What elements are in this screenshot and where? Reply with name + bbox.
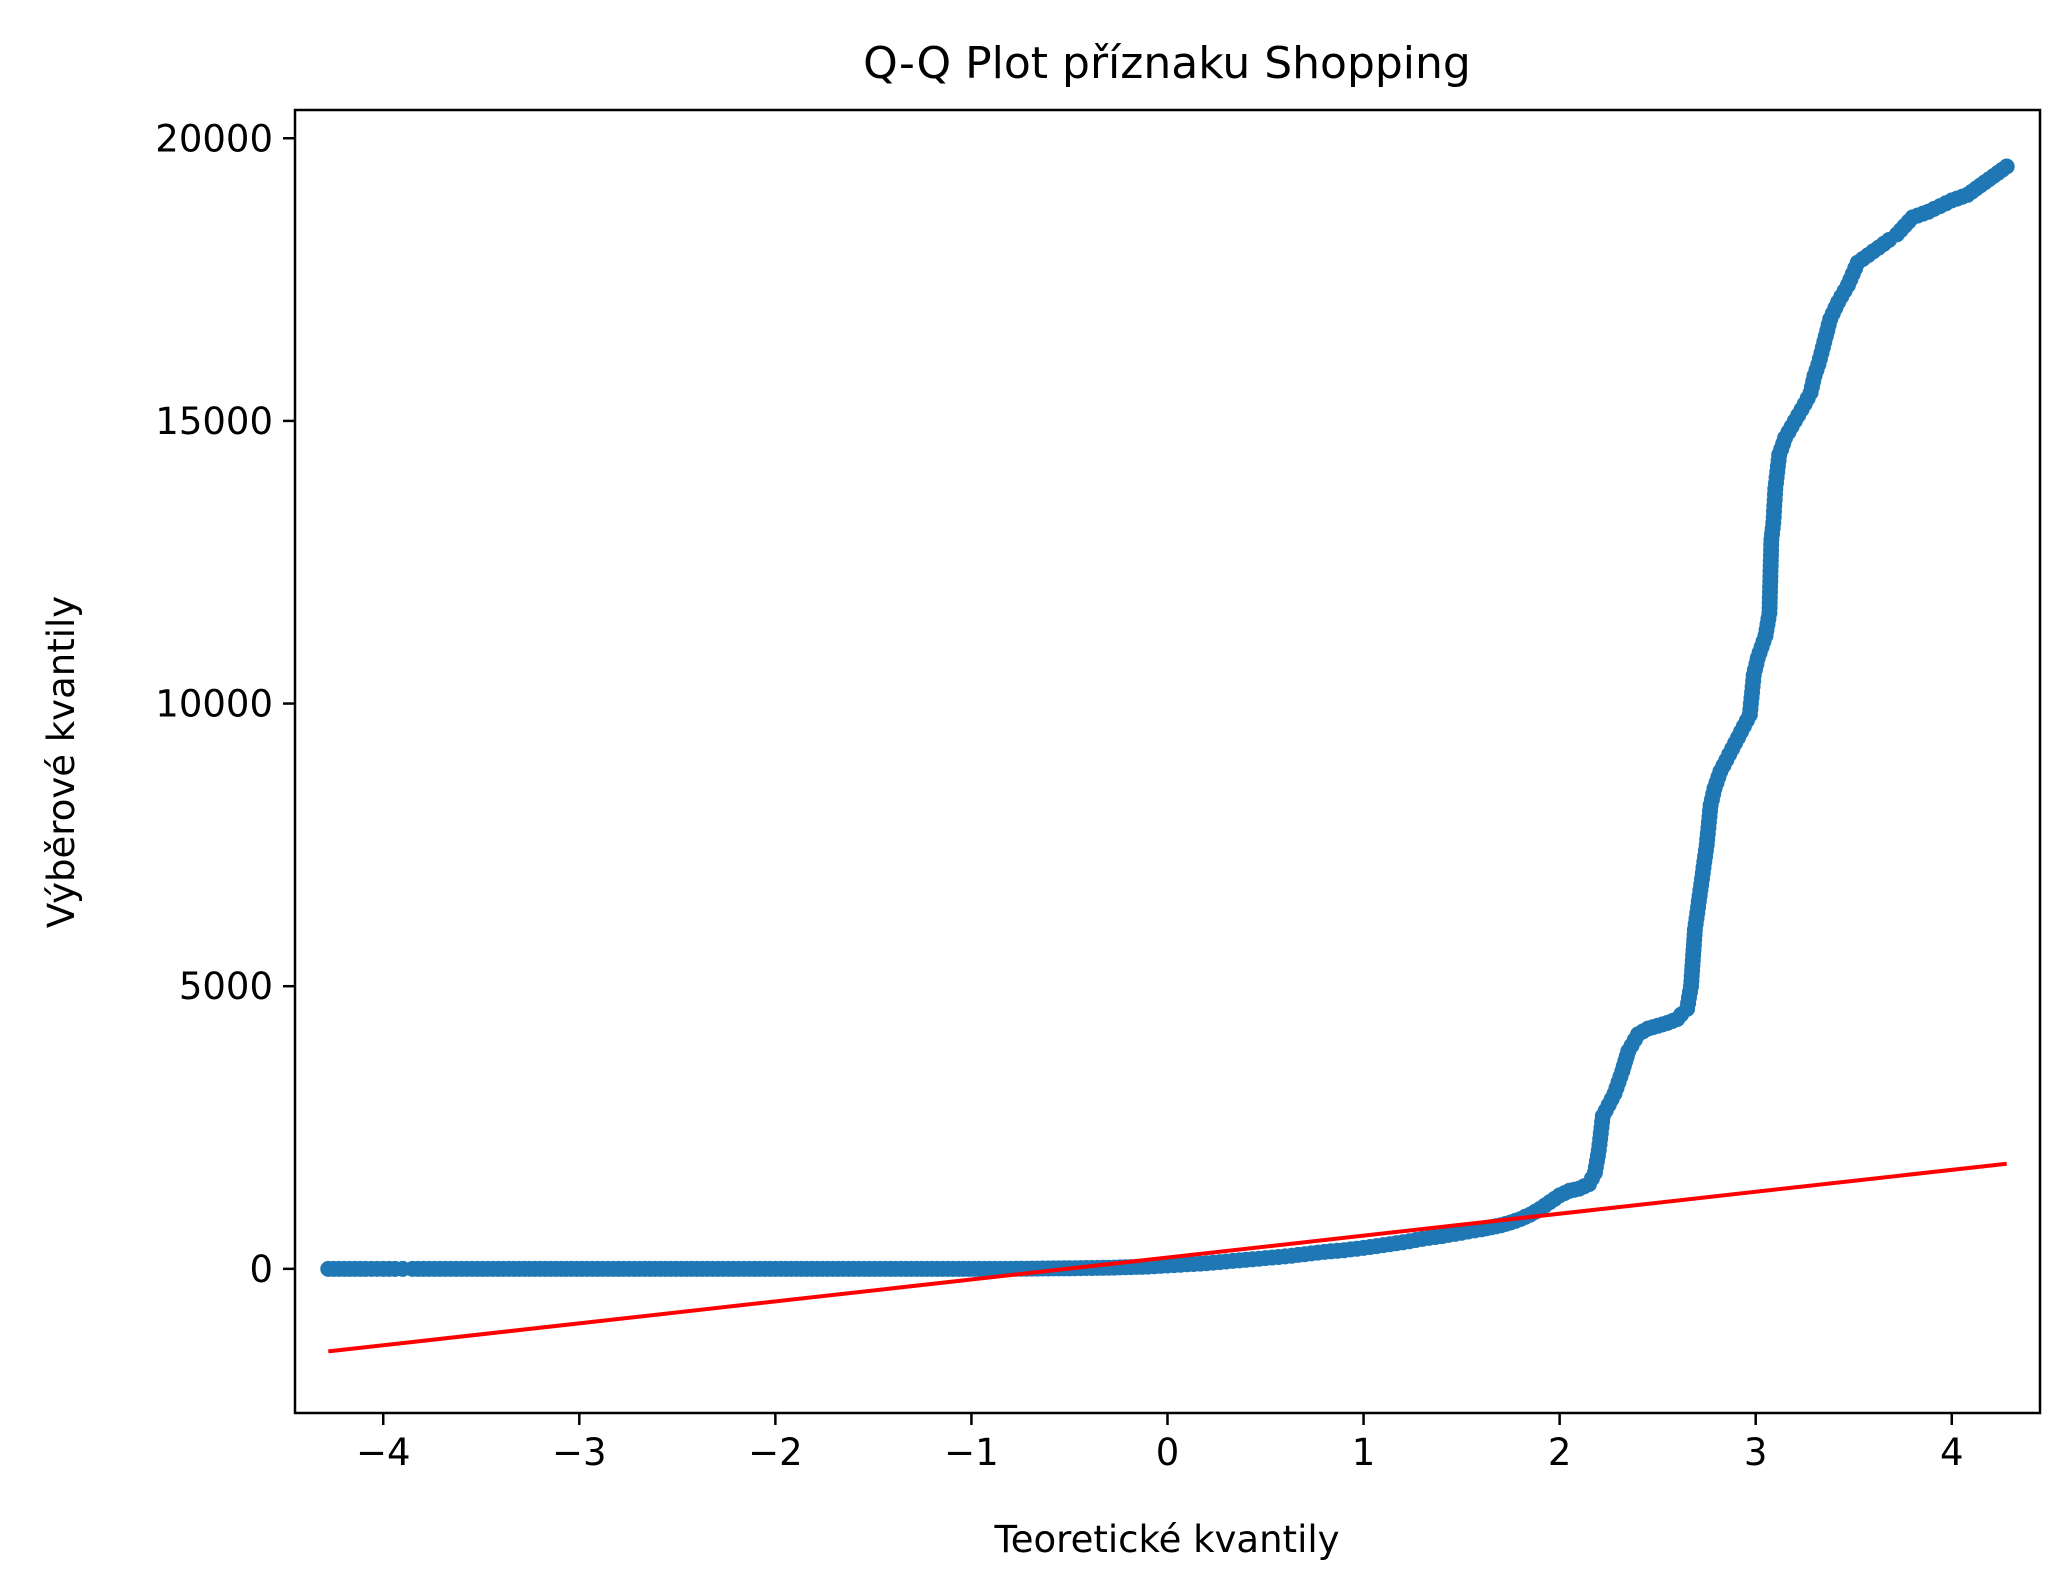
y-axis: 0 5000 10000 15000 20000	[155, 117, 295, 1291]
y-tick-label: 15000	[155, 400, 273, 443]
x-tick-label: 3	[1744, 1431, 1768, 1474]
x-tick-label: −4	[356, 1431, 411, 1474]
data-point	[1998, 158, 2015, 175]
y-tick-label: 10000	[155, 683, 273, 726]
chart-title: Q-Q Plot příznaku Shopping	[863, 38, 1471, 89]
y-tick-label: 5000	[179, 965, 273, 1008]
x-tick-label: −3	[552, 1431, 607, 1474]
y-tick-label: 20000	[155, 117, 273, 160]
points-layer	[320, 158, 2015, 1277]
y-axis-label: Výběrové kvantily	[40, 596, 83, 928]
y-tick-label: 0	[249, 1248, 273, 1291]
x-axis-label: Teoretické kvantily	[993, 1518, 1339, 1561]
plot-area	[320, 158, 2015, 1354]
reference-line	[328, 1161, 2007, 1354]
x-tick-label: −1	[944, 1431, 999, 1474]
x-axis: −4 −3 −2 −1 0 1 2 3 4	[356, 1413, 1964, 1474]
x-tick-label: 0	[1156, 1431, 1180, 1474]
x-tick-label: 1	[1352, 1431, 1376, 1474]
fit-line-layer	[328, 1161, 2007, 1354]
x-tick-label: 4	[1940, 1431, 1964, 1474]
x-tick-label: 2	[1548, 1431, 1572, 1474]
x-tick-label: −2	[748, 1431, 803, 1474]
